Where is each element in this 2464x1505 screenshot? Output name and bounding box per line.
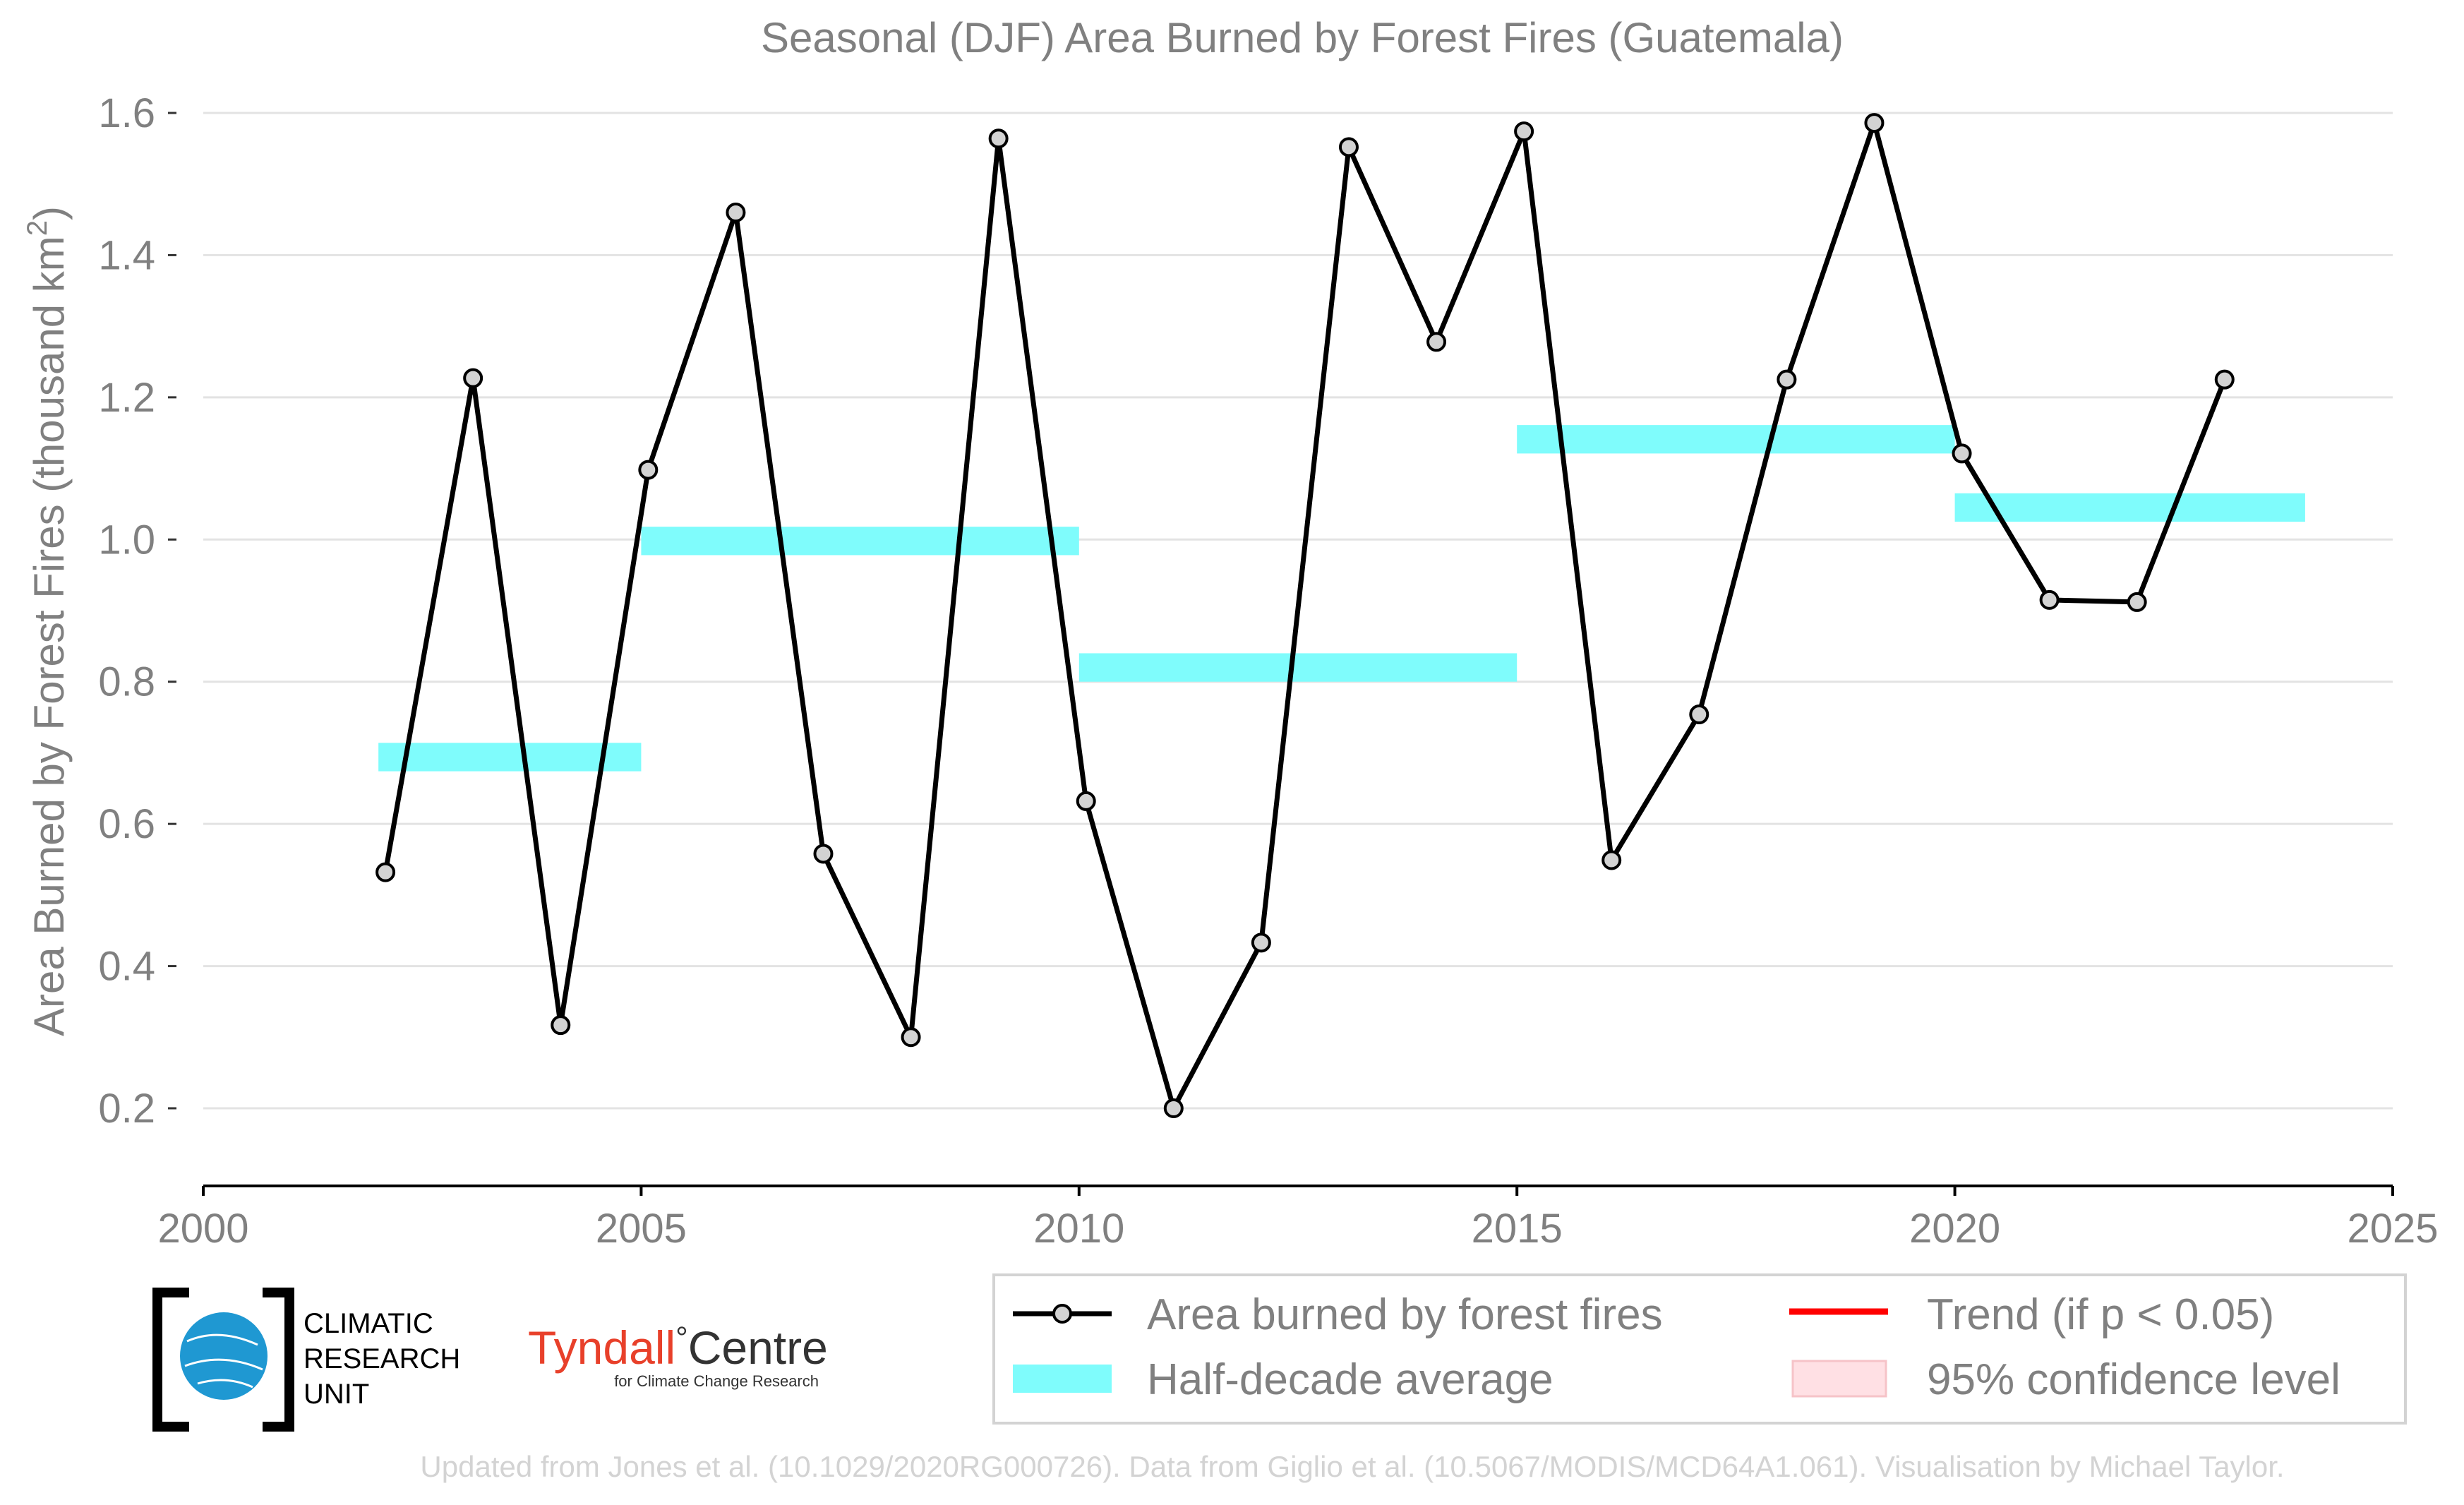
y-axis-label-main: Area Burned by Forest Fires (thousand km: [25, 236, 73, 1036]
half-decade-average-bands: [378, 425, 2305, 772]
data-point: [1514, 121, 1534, 142]
half-decade-band: [1517, 425, 1955, 454]
data-point: [901, 1027, 921, 1048]
y-tick-label: 1.2: [98, 375, 155, 421]
series-line-path: [383, 120, 2228, 1111]
cru-logo-bracket-left: [152, 1288, 189, 1432]
half-decade-band: [378, 743, 642, 772]
data-point: [2214, 369, 2235, 390]
data-point: [813, 844, 834, 864]
data-point: [2127, 592, 2147, 612]
x-axis: 2000 2005 2010 2015 2020 2025: [157, 1185, 2439, 1252]
x-tick-label: 2000: [157, 1206, 248, 1252]
x-tick-label: 2005: [596, 1206, 687, 1252]
tyndall-logo: Tyndall°Centre for Climate Change Resear…: [528, 1321, 828, 1390]
data-point: [1251, 933, 1271, 953]
x-tick-label: 2015: [1472, 1206, 1563, 1252]
cru-globe-swirl-3: [197, 1379, 253, 1389]
y-axis-label-sup: 2: [22, 220, 53, 236]
data-point: [988, 128, 1009, 149]
legend-marker-swatch: [1052, 1304, 1072, 1324]
half-decade-band: [641, 527, 1079, 556]
series-points: [375, 113, 2235, 1118]
half-decade-band: [1078, 653, 1518, 682]
data-point: [1338, 137, 1359, 157]
cru-line-2: RESEARCH: [304, 1343, 460, 1374]
tyndall-subtitle: for Climate Change Research: [614, 1372, 819, 1390]
y-tick-label: 1.6: [98, 90, 155, 136]
tyndall-name: Tyndall: [528, 1321, 675, 1374]
half-decade-band: [1954, 493, 2305, 522]
legend-label-average: Half-decade average: [1147, 1355, 1553, 1404]
y-tick-label: 1.0: [98, 517, 155, 563]
legend: Area burned by forest fires Trend (if p …: [992, 1273, 2407, 1425]
data-point: [1777, 369, 1797, 390]
cru-globe-icon: [180, 1312, 268, 1400]
cru-logo-bracket-right: [263, 1288, 294, 1432]
tyndall-wordmark: Tyndall°Centre: [528, 1321, 828, 1374]
y-axis: 0.2 0.4 0.6 0.8 1.0 1.2 1.4 1.6: [98, 90, 176, 1132]
legend-band-swatch: [1013, 1365, 1112, 1393]
data-point: [375, 862, 396, 882]
data-point: [726, 203, 746, 222]
y-tick-label: 0.8: [98, 659, 155, 705]
credit-line: Updated from Jones et al. (10.1029/2020R…: [420, 1450, 2284, 1483]
chart-title: Seasonal (DJF) Area Burned by Forest Fir…: [761, 14, 1844, 61]
legend-ci-swatch: [1791, 1360, 1887, 1398]
x-tick-label: 2020: [1909, 1206, 2000, 1252]
x-tick-label: 2025: [2347, 1206, 2438, 1252]
data-point: [1864, 113, 1885, 133]
cru-line-3: UNIT: [304, 1379, 369, 1410]
legend-label-ci: 95% confidence level: [1927, 1355, 2340, 1404]
data-point: [1952, 443, 1972, 464]
y-axis-label: Area Burned by Forest Fires (thousand km…: [22, 206, 73, 1036]
data-point: [1426, 332, 1447, 352]
series-line: [383, 120, 2228, 1111]
data-point: [463, 368, 483, 388]
data-point: [638, 460, 659, 480]
y-tick-label: 1.4: [98, 232, 155, 278]
cru-line-1: CLIMATIC: [304, 1308, 433, 1339]
cru-globe-swirl-2: [184, 1358, 263, 1371]
legend-label-area: Area burned by forest fires: [1147, 1290, 1663, 1339]
data-point: [1689, 704, 1709, 725]
y-tick-label: 0.4: [98, 944, 155, 990]
legend-label-trend: Trend (if p < 0.05): [1927, 1290, 2274, 1339]
data-point: [551, 1015, 571, 1036]
tyndall-centre: Centre: [688, 1321, 828, 1374]
data-point: [1076, 791, 1096, 811]
legend-frame: [992, 1273, 2407, 1425]
y-tick-label: 0.2: [98, 1086, 155, 1132]
tyndall-degree: °: [675, 1321, 688, 1355]
data-point: [2039, 589, 2060, 610]
data-point: [1163, 1098, 1184, 1118]
data-point: [1601, 850, 1622, 870]
y-tick-label: 0.6: [98, 801, 155, 847]
cru-globe-swirl-1: [186, 1333, 258, 1346]
y-axis-label-close: ): [25, 206, 73, 220]
cru-logo: CLIMATIC RESEARCH UNIT: [152, 1288, 460, 1432]
x-tick-label: 2010: [1033, 1206, 1124, 1252]
